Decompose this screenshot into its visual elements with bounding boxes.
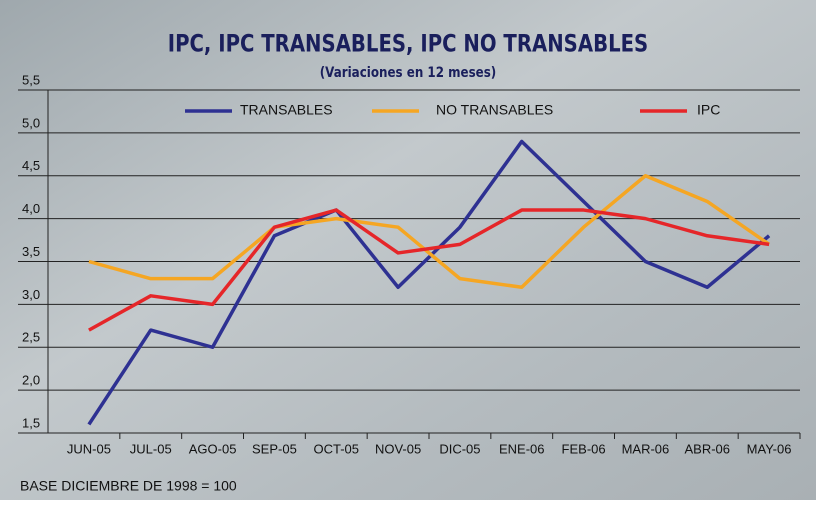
x-tick-label: JUN-05 — [67, 441, 111, 456]
chart-title: IPC, IPC TRANSABLES, IPC NO TRANSABLES — [168, 31, 648, 58]
x-tick-label: ENE-06 — [499, 441, 545, 456]
x-tick-label: MAR-06 — [622, 441, 670, 456]
x-tick-label: NOV-05 — [375, 441, 421, 456]
chart-subtitle: (Variaciones en 12 meses) — [320, 65, 497, 81]
y-tick-label: 5,0 — [22, 115, 40, 130]
legend-label: TRANSABLES — [240, 102, 333, 118]
x-tick-label: MAY-06 — [747, 441, 792, 456]
y-tick-label: 2,5 — [22, 330, 40, 345]
y-tick-label: 1,5 — [22, 415, 40, 430]
x-tick-label: FEB-06 — [562, 441, 606, 456]
legend-label: NO TRANSABLES — [436, 102, 553, 118]
x-tick-label: DIC-05 — [439, 441, 480, 456]
x-tick-label: SEP-05 — [252, 441, 297, 456]
x-tick-label: JUL-05 — [130, 441, 172, 456]
y-tick-label: 2,0 — [22, 373, 40, 388]
series-line — [88, 174, 771, 289]
legend-label: IPC — [697, 102, 720, 118]
series-line — [87, 139, 771, 426]
x-tick-label: OCT-05 — [313, 441, 359, 456]
footnote: BASE DICIEMBRE DE 1998 = 100 — [20, 478, 237, 494]
x-tick-label: ABR-06 — [684, 441, 730, 456]
series-line — [88, 208, 770, 332]
y-tick-label: 3,5 — [22, 244, 40, 259]
y-tick-label: 3,0 — [22, 287, 40, 302]
y-tick-label: 4,0 — [22, 201, 40, 216]
y-tick-label: 4,5 — [22, 158, 40, 173]
x-tick-label: AGO-05 — [189, 441, 237, 456]
y-tick-label: 5,5 — [22, 72, 40, 87]
